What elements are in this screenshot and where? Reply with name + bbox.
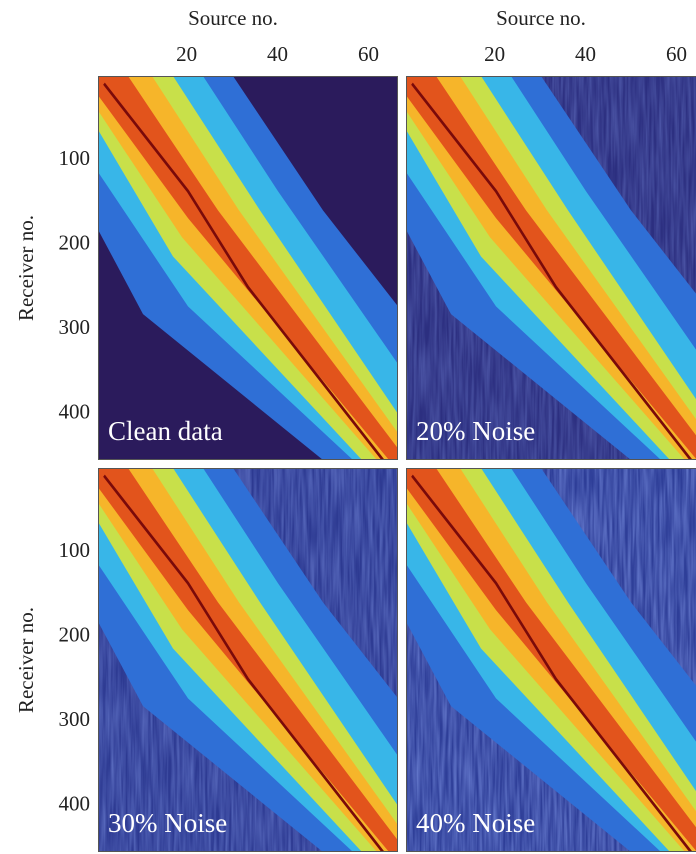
- band-core: [103, 474, 384, 852]
- band-core: [411, 474, 692, 852]
- heatmap-band: [98, 468, 398, 852]
- heatmap-band: [406, 76, 696, 460]
- y-tick-label: 200: [59, 231, 91, 255]
- y-tick-label: 400: [59, 400, 91, 424]
- x-axis-label: Source no.: [496, 6, 586, 30]
- x-tick-label: 20: [484, 42, 505, 66]
- band-core: [103, 82, 384, 460]
- y-axis-label: Receiver no.: [14, 215, 38, 321]
- panel-annotation: 30% Noise: [108, 808, 227, 838]
- panel-annotation: 20% Noise: [416, 416, 535, 446]
- y-tick-label: 100: [59, 538, 91, 562]
- x-tick-label: 20: [176, 42, 197, 66]
- heatmap: [406, 468, 696, 852]
- y-tick-label: 100: [59, 146, 91, 170]
- y-axis-label: Receiver no.: [14, 607, 38, 713]
- band-layer: [406, 468, 696, 851]
- panel-annotation: Clean data: [108, 416, 223, 446]
- band-core: [411, 82, 692, 460]
- heatmap: [98, 76, 398, 460]
- y-tick-label: 300: [59, 315, 91, 339]
- x-tick-label: 40: [267, 42, 288, 66]
- panel-frame: [406, 468, 696, 852]
- panel-frame: [98, 76, 398, 460]
- y-tick-label: 300: [59, 707, 91, 731]
- heatmap: [98, 468, 398, 852]
- heatmap-band: [406, 468, 696, 852]
- heatmap: [406, 76, 696, 460]
- x-axis-label: Source no.: [188, 6, 278, 30]
- x-tick-label: 60: [358, 42, 379, 66]
- panel-annotation: 40% Noise: [416, 808, 535, 838]
- x-tick-label: 60: [666, 42, 687, 66]
- x-tick-label: 40: [575, 42, 596, 66]
- y-tick-label: 400: [59, 792, 91, 816]
- y-tick-label: 200: [59, 623, 91, 647]
- panel-frame: [406, 76, 696, 460]
- band-layer: [406, 76, 696, 459]
- panel-frame: [98, 468, 398, 852]
- heatmap-band: [98, 76, 398, 460]
